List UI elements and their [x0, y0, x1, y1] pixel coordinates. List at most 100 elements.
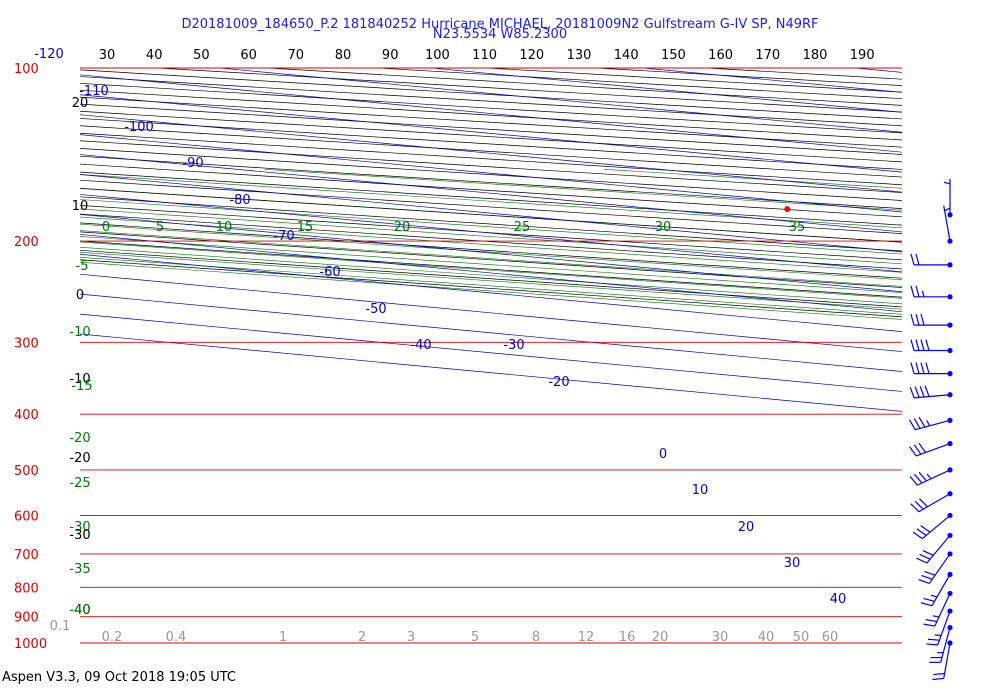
top-axis-label: 130 — [567, 48, 592, 63]
isotherm-line — [80, 94, 902, 173]
mixing-ratio-label: 2 — [358, 630, 366, 645]
isotherm-line — [80, 114, 902, 193]
wind-barb-feather — [913, 444, 922, 455]
wind-barb-feather — [920, 339, 925, 351]
wind-barb-feather — [909, 476, 918, 486]
pressure-label: 800 — [14, 581, 39, 596]
wind-barb-feather — [915, 285, 920, 297]
dry-adiabat-line — [80, 148, 902, 201]
mixing-ratio-label: 20 — [652, 630, 669, 645]
dry-adiabat-label: -10 — [69, 372, 90, 387]
wind-barb-feather — [915, 339, 920, 351]
wind-barb-station — [947, 417, 953, 423]
wind-barb-staff — [914, 394, 951, 399]
wind-barb-feather — [910, 313, 915, 326]
top-axis-label: 60 — [240, 48, 257, 63]
wind-barb-staff — [934, 593, 951, 627]
wind-barb-station — [947, 640, 953, 646]
pressure-label: 700 — [14, 548, 39, 563]
moist-adiabat-label: -35 — [69, 562, 90, 577]
moist-adiabat-label: -25 — [69, 476, 90, 491]
isotherm-label: 10 — [692, 483, 709, 498]
wind-barb-feather — [920, 602, 933, 607]
top-axis-label: 180 — [803, 48, 828, 63]
dry-adiabat-line — [80, 96, 902, 148]
mixing-ratio-label: 0.2 — [102, 630, 123, 645]
wind-barb-feather — [932, 677, 944, 681]
wind-barb-feather — [925, 362, 930, 374]
dry-adiabat-label: 10 — [72, 199, 89, 214]
dry-adiabat-line — [80, 204, 902, 261]
wind-barb-feather — [915, 313, 920, 326]
wind-barb-station — [947, 532, 953, 539]
isotherm-line — [80, 313, 902, 392]
pressure-label: 900 — [14, 611, 39, 626]
wind-barb-feather — [909, 386, 915, 399]
wind-barb-station — [947, 571, 953, 578]
chart-subtitle: N23.5534 W85.2300 — [432, 27, 568, 42]
wind-barb-feather — [921, 574, 933, 580]
top-axis-label: 50 — [193, 48, 210, 63]
moist-adiabat-label: -20 — [69, 431, 90, 446]
wind-barb-feather — [927, 638, 940, 641]
dry-adiabat-line — [158, 68, 902, 113]
wind-barb-feather — [918, 498, 928, 508]
dry-adiabat-label: -20 — [69, 451, 90, 466]
wind-barb-feather — [910, 503, 920, 513]
mixing-ratio-label: 3 — [407, 630, 415, 645]
wind-barb-staff — [943, 205, 951, 242]
wind-barb-station — [947, 371, 953, 377]
wind-barb-feather — [923, 597, 935, 602]
moist-adiabat-label: 20 — [394, 220, 411, 235]
wind-barb-feather — [914, 473, 923, 484]
wind-barb-staff — [915, 419, 951, 431]
dry-adiabat-line — [706, 68, 902, 80]
wind-barb-feather — [920, 313, 925, 326]
isotherm-label: -100 — [124, 120, 154, 135]
dry-adiabat-line — [80, 76, 902, 127]
dry-adiabat-label: 0 — [76, 288, 84, 303]
wind-barb-feather — [926, 643, 938, 646]
moist-adiabat-label: -15 — [71, 379, 92, 394]
top-axis-label: 160 — [708, 48, 733, 63]
wind-barb-feather — [912, 531, 923, 540]
mixing-ratio-label: 0.4 — [166, 630, 187, 645]
isotherm-line — [80, 134, 902, 213]
dry-adiabat-line — [80, 89, 902, 141]
isotherm-label: -70 — [273, 229, 294, 244]
wind-barb-feather — [916, 557, 928, 564]
wind-barb-staff — [922, 514, 951, 540]
pressure-label: 400 — [14, 408, 39, 423]
isotherm-label: 40 — [830, 592, 847, 607]
dry-adiabat-line — [80, 132, 902, 186]
wind-barb-staff — [917, 469, 951, 486]
wind-barb-feather — [924, 385, 930, 397]
wind-barb-feather — [922, 550, 934, 556]
isotherm-line — [851, 68, 902, 73]
wind-barb-feather — [918, 416, 926, 428]
moist-adiabat-label: -10 — [69, 325, 90, 340]
wind-barb-feather — [919, 553, 931, 560]
wind-barb-feather — [926, 420, 931, 427]
dry-adiabat-line — [80, 171, 902, 226]
isotherm-line — [215, 68, 902, 133]
wind-barb-station — [947, 238, 953, 244]
dry-adiabat-line — [80, 140, 902, 193]
footer-text: Aspen V3.3, 09 Oct 2018 19:05 UTC — [2, 670, 236, 685]
dry-adiabat-line — [80, 213, 902, 270]
wind-barb-station — [947, 262, 953, 268]
mixing-ratio-label: 60 — [822, 630, 839, 645]
mixing-ratio-label: 12 — [578, 630, 595, 645]
wind-barb-feather — [914, 500, 924, 510]
wind-barb-feather — [918, 442, 927, 453]
wind-barb-feather — [915, 362, 920, 374]
mixing-ratio-label: 50 — [793, 630, 810, 645]
isotherm-label: -50 — [365, 302, 386, 317]
wind-barb-feather — [925, 339, 930, 351]
pressure-label: 200 — [14, 235, 39, 250]
dry-adiabat-label: -30 — [69, 528, 90, 543]
wind-barb-feather — [916, 528, 927, 536]
mixing-ratio-label: 30 — [712, 630, 729, 645]
dry-adiabat-line — [80, 179, 902, 234]
wind-barb-feather — [910, 285, 915, 297]
